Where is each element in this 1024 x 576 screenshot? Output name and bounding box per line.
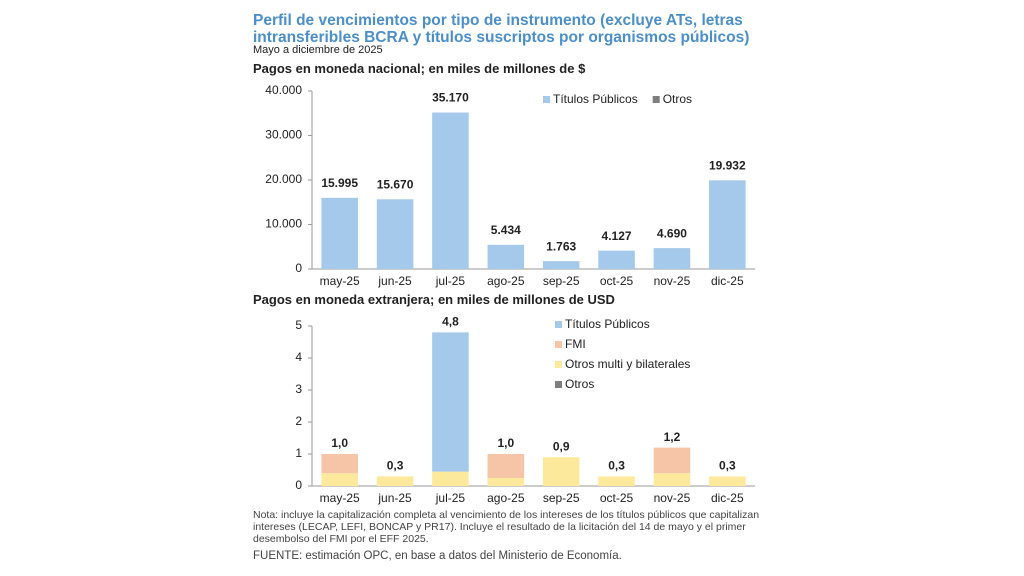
legend-swatch [652, 96, 660, 103]
x-tick-label: ago-25 [487, 491, 525, 505]
bar [432, 332, 469, 472]
data-label: 0,3 [387, 459, 404, 473]
y-tick-label: 40.000 [265, 83, 302, 97]
data-label: 0,3 [719, 459, 736, 473]
data-label: 1.763 [546, 239, 576, 253]
x-tick-label: may-25 [320, 274, 360, 288]
legend-label: Títulos Públicos [565, 317, 650, 331]
x-tick-label: jul-25 [435, 491, 466, 505]
y-tick-label: 0 [295, 261, 302, 275]
x-tick-label: dic-25 [711, 274, 744, 288]
bar [432, 471, 469, 486]
x-tick-label: may-25 [320, 491, 360, 505]
bar [653, 447, 691, 474]
legend-swatch [543, 96, 550, 103]
x-tick-label: oct-25 [600, 274, 634, 288]
x-tick-label: sep-25 [543, 491, 580, 505]
y-tick-label: 2 [295, 414, 302, 428]
bar [653, 248, 691, 269]
data-label: 1,0 [331, 436, 348, 450]
bar [542, 457, 580, 486]
bar [709, 476, 746, 486]
x-tick-label: jun-25 [377, 491, 412, 505]
data-label: 4,8 [442, 315, 459, 329]
x-tick-label: sep-25 [543, 274, 580, 288]
x-tick-label: jul-25 [435, 274, 466, 288]
data-label: 0,9 [553, 439, 570, 453]
subtitle: Mayo a diciembre de 2025 [253, 44, 383, 56]
y-tick-label: 4 [295, 350, 302, 364]
x-tick-label: nov-25 [654, 274, 691, 288]
bar [321, 473, 358, 486]
bar [542, 261, 580, 269]
y-tick-label: 20.000 [265, 172, 302, 186]
data-label: 4.127 [602, 229, 632, 243]
y-tick-label: 10.000 [265, 217, 302, 231]
x-tick-label: nov-25 [654, 491, 691, 505]
data-label: 5.434 [491, 223, 521, 237]
bar [376, 476, 414, 486]
legend-label: Otros [565, 377, 594, 391]
y-tick-label: 5 [295, 318, 302, 332]
x-tick-label: jun-25 [377, 274, 412, 288]
data-label: 1,0 [497, 436, 514, 450]
bar [487, 478, 525, 486]
data-label: 19.932 [709, 158, 746, 172]
bar [487, 454, 525, 478]
legend-swatch [555, 341, 562, 348]
data-label: 1,2 [664, 430, 681, 444]
legend-swatch [555, 321, 562, 328]
legend-swatch [555, 361, 562, 368]
title: Perfil de vencimientos por tipo de instr… [253, 12, 750, 46]
note: Nota: incluye la capitalización completa… [253, 509, 760, 545]
data-label: 0,3 [608, 459, 625, 473]
bar [598, 476, 635, 486]
bar [321, 454, 358, 474]
bar [487, 244, 525, 269]
data-label: 35.170 [432, 91, 469, 105]
bar [376, 199, 414, 269]
bar [432, 112, 469, 269]
legend-label: FMI [565, 337, 586, 351]
x-tick-label: oct-25 [600, 491, 634, 505]
y-tick-label: 0 [295, 478, 302, 492]
bar [709, 180, 746, 269]
source: FUENTE: estimación OPC, en base a datos … [253, 550, 622, 562]
bar [598, 250, 635, 269]
x-tick-label: ago-25 [487, 274, 525, 288]
legend-label: Otros [663, 92, 692, 106]
y-tick-label: 30.000 [265, 128, 302, 142]
data-label: 15.995 [321, 176, 358, 190]
legend-label: Títulos Públicos [553, 92, 638, 106]
bar [653, 473, 691, 486]
legend-label: Otros multi y bilaterales [565, 357, 690, 371]
data-label: 15.670 [377, 177, 414, 191]
chart-title: Pagos en moneda extranjera; en miles de … [253, 292, 615, 307]
y-tick-label: 3 [295, 382, 302, 396]
chart-title: Pagos en moneda nacional; en miles de mi… [253, 61, 586, 76]
bar [321, 197, 358, 269]
y-tick-label: 1 [295, 446, 302, 460]
x-tick-label: dic-25 [711, 491, 744, 505]
data-label: 4.690 [657, 226, 687, 240]
legend-swatch [555, 381, 562, 388]
